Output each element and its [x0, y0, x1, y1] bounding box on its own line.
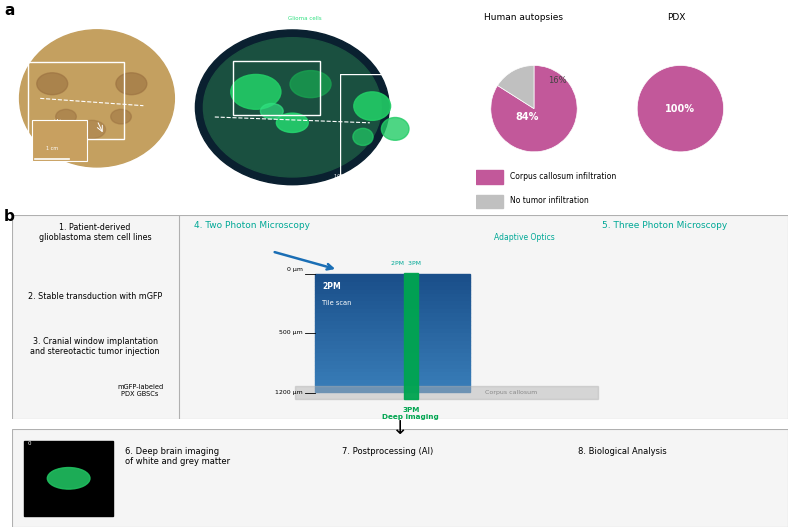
Text: 0: 0: [27, 441, 31, 446]
Bar: [476, 195, 502, 208]
Bar: [314, 321, 470, 325]
Bar: [314, 368, 470, 373]
Text: Corpus callosum infiltration: Corpus callosum infiltration: [510, 172, 617, 181]
Bar: [314, 310, 470, 313]
Text: b: b: [4, 209, 15, 224]
Text: 0 μm: 0 μm: [287, 267, 303, 272]
Text: a: a: [4, 3, 14, 17]
Text: - -Corpus callosum: - -Corpus callosum: [201, 16, 246, 21]
Ellipse shape: [382, 118, 409, 140]
Bar: [404, 273, 418, 399]
Text: 8. Biological Analysis: 8. Biological Analysis: [578, 447, 667, 456]
Bar: [314, 274, 470, 278]
Bar: [314, 317, 470, 321]
Text: 100%: 100%: [666, 104, 695, 113]
Ellipse shape: [290, 70, 331, 98]
Bar: [314, 313, 470, 317]
Ellipse shape: [110, 109, 131, 124]
Ellipse shape: [354, 92, 390, 120]
Text: - -Corpus callosum: - -Corpus callosum: [22, 16, 66, 21]
Bar: [314, 381, 470, 384]
Ellipse shape: [260, 103, 283, 119]
Text: Corpus callosum: Corpus callosum: [486, 390, 538, 395]
Bar: [314, 341, 470, 345]
Text: No tumor infiltration: No tumor infiltration: [510, 196, 589, 205]
Text: 2 cm: 2 cm: [131, 166, 145, 172]
Text: 2PM  3PM: 2PM 3PM: [391, 261, 422, 266]
Text: 3PM
Deep imaging: 3PM Deep imaging: [382, 408, 439, 420]
Wedge shape: [498, 65, 534, 109]
Text: 1000 μm: 1000 μm: [334, 174, 356, 179]
Bar: [314, 388, 470, 392]
Wedge shape: [491, 65, 577, 152]
Text: 84%: 84%: [516, 112, 539, 122]
Text: Adaptive Optics: Adaptive Optics: [494, 233, 554, 242]
Text: ↓: ↓: [392, 419, 408, 438]
Text: PDX: PDX: [667, 13, 685, 22]
Text: 7. Postprocessing (AI): 7. Postprocessing (AI): [342, 447, 433, 456]
Bar: [314, 297, 470, 302]
Bar: [314, 282, 470, 286]
Text: 4. Two Photon Microscopy: 4. Two Photon Microscopy: [194, 221, 310, 230]
Bar: [24, 441, 113, 516]
Ellipse shape: [37, 73, 68, 95]
Text: mGFP-labeled
PDX GBSCs: mGFP-labeled PDX GBSCs: [117, 384, 163, 397]
Text: 2. Stable transduction with mGFP: 2. Stable transduction with mGFP: [28, 292, 162, 301]
Ellipse shape: [230, 74, 281, 109]
Bar: [314, 345, 470, 349]
Ellipse shape: [195, 30, 390, 185]
Ellipse shape: [353, 128, 373, 145]
Bar: [314, 302, 470, 305]
Ellipse shape: [276, 113, 308, 132]
Ellipse shape: [203, 38, 382, 177]
Bar: [314, 325, 470, 329]
Bar: [314, 353, 470, 357]
Bar: [314, 286, 470, 289]
Bar: [295, 386, 598, 399]
Text: 6. Deep brain imaging
of white and grey matter: 6. Deep brain imaging of white and grey …: [125, 447, 230, 466]
Bar: [314, 294, 470, 297]
Text: 1200 μm: 1200 μm: [275, 390, 303, 395]
Text: 16%: 16%: [549, 76, 567, 85]
Text: 2PM: 2PM: [322, 282, 341, 291]
Bar: [314, 365, 470, 368]
Ellipse shape: [116, 73, 147, 95]
Bar: [314, 349, 470, 353]
Bar: [314, 278, 470, 282]
Bar: [314, 357, 470, 360]
Bar: [314, 373, 470, 376]
Ellipse shape: [78, 120, 106, 139]
Text: 1 cm: 1 cm: [46, 146, 58, 152]
Wedge shape: [637, 65, 724, 152]
Ellipse shape: [47, 467, 90, 489]
Text: 3. Cranial window implantation
and stereotactic tumor injection: 3. Cranial window implantation and stere…: [30, 337, 160, 357]
Ellipse shape: [19, 30, 174, 167]
Bar: [314, 305, 470, 310]
Text: Glioma cells: Glioma cells: [288, 16, 322, 21]
Bar: [314, 333, 470, 337]
Bar: [28, 62, 125, 139]
Text: 1. Patient-derived
glioblastoma stem cell lines: 1. Patient-derived glioblastoma stem cel…: [38, 223, 151, 242]
Text: 500 μm: 500 μm: [279, 331, 303, 335]
Bar: [314, 289, 470, 294]
Bar: [314, 384, 470, 388]
Bar: [314, 337, 470, 341]
Bar: [32, 120, 86, 161]
Text: 500 μm: 500 μm: [401, 170, 417, 173]
Text: Tile scan: Tile scan: [322, 301, 352, 306]
Bar: [314, 360, 470, 365]
Bar: [314, 329, 470, 333]
Text: 5. Three Photon Microscopy: 5. Three Photon Microscopy: [602, 221, 727, 230]
Ellipse shape: [56, 109, 76, 124]
Bar: [476, 170, 502, 184]
Bar: [233, 61, 320, 115]
Bar: [314, 376, 470, 381]
Text: Human autopsies: Human autopsies: [485, 13, 563, 22]
